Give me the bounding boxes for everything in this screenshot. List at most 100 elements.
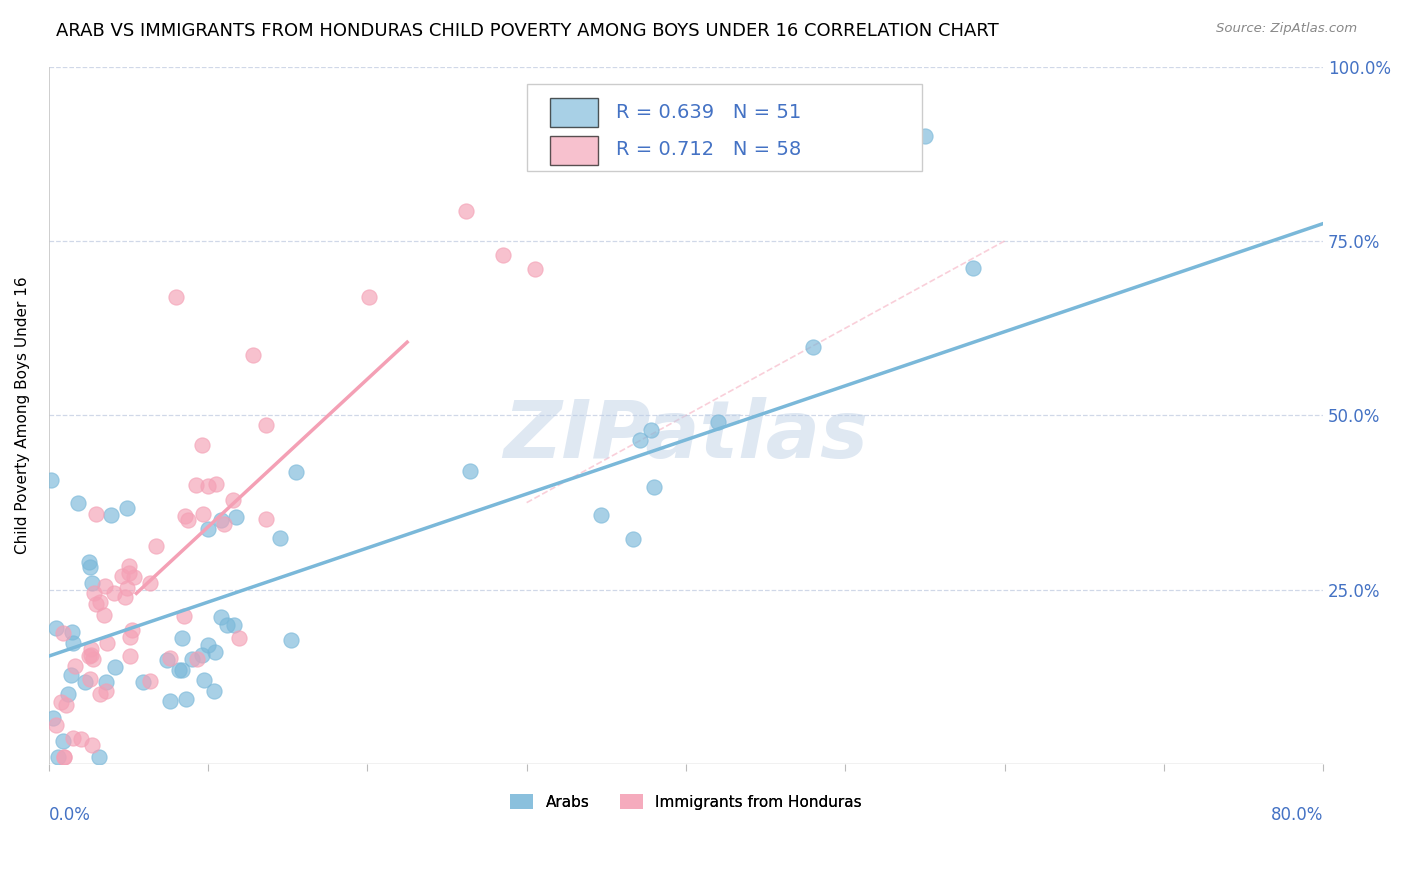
- Point: [167, 663, 190, 677]
- Point: [174, 692, 197, 706]
- Point: [174, 509, 197, 524]
- Point: [67, 496, 90, 510]
- Point: [114, 591, 136, 605]
- Point: [103, 585, 125, 599]
- Point: [131, 675, 153, 690]
- Point: [87, 750, 110, 764]
- Point: [80, 576, 103, 591]
- Text: R = 0.639   N = 51: R = 0.639 N = 51: [616, 103, 801, 121]
- Point: [643, 480, 665, 494]
- Point: [118, 630, 141, 644]
- Point: [117, 566, 139, 581]
- Point: [45, 718, 67, 732]
- Point: [359, 289, 381, 303]
- Point: [100, 508, 122, 522]
- Point: [70, 731, 93, 746]
- Point: [914, 129, 936, 144]
- Point: [115, 581, 138, 595]
- Point: [173, 608, 195, 623]
- Point: [122, 570, 145, 584]
- Point: [118, 649, 141, 664]
- Point: [458, 465, 481, 479]
- Point: [621, 532, 644, 546]
- Point: [94, 675, 117, 690]
- Point: [209, 513, 232, 527]
- Point: [111, 569, 134, 583]
- Point: [49, 694, 72, 708]
- Point: [62, 636, 84, 650]
- Point: [89, 595, 111, 609]
- Point: [55, 698, 77, 712]
- Point: [170, 664, 193, 678]
- Point: [94, 684, 117, 698]
- Point: [75, 675, 97, 690]
- Point: [962, 260, 984, 275]
- Point: [121, 623, 143, 637]
- Point: [628, 433, 651, 447]
- Legend: Arabs, Immigrants from Honduras: Arabs, Immigrants from Honduras: [505, 788, 868, 816]
- Point: [39, 473, 62, 487]
- FancyBboxPatch shape: [550, 98, 598, 128]
- Point: [205, 477, 228, 491]
- Point: [155, 653, 177, 667]
- Point: [159, 694, 181, 708]
- Point: [269, 531, 291, 545]
- Point: [62, 731, 84, 745]
- Text: 0.0%: 0.0%: [49, 806, 90, 824]
- Point: [221, 492, 243, 507]
- Point: [96, 636, 118, 650]
- Point: [591, 508, 613, 522]
- Text: Source: ZipAtlas.com: Source: ZipAtlas.com: [1216, 22, 1357, 36]
- Point: [93, 607, 115, 622]
- Point: [60, 625, 83, 640]
- Point: [454, 203, 477, 218]
- Point: [138, 576, 160, 591]
- Point: [45, 621, 67, 635]
- Point: [80, 642, 103, 657]
- Point: [82, 652, 104, 666]
- Point: [225, 510, 247, 524]
- Point: [217, 617, 239, 632]
- Point: [202, 684, 225, 698]
- Point: [84, 507, 107, 521]
- Point: [186, 652, 208, 666]
- Point: [104, 660, 127, 674]
- Point: [77, 648, 100, 663]
- Point: [191, 438, 214, 452]
- Point: [191, 648, 214, 663]
- Point: [52, 734, 75, 748]
- FancyBboxPatch shape: [550, 136, 598, 165]
- Point: [115, 500, 138, 515]
- Point: [52, 625, 75, 640]
- Point: [284, 465, 307, 479]
- Point: [640, 423, 662, 437]
- Point: [59, 667, 82, 681]
- Point: [172, 631, 194, 645]
- Point: [79, 673, 101, 687]
- Point: [254, 512, 277, 526]
- Point: [63, 659, 86, 673]
- Point: [84, 597, 107, 611]
- Point: [184, 477, 207, 491]
- FancyBboxPatch shape: [527, 84, 922, 171]
- Point: [254, 417, 277, 432]
- Point: [138, 673, 160, 688]
- Point: [242, 348, 264, 362]
- Point: [523, 261, 546, 276]
- Point: [145, 539, 167, 553]
- Point: [56, 687, 79, 701]
- Point: [197, 478, 219, 492]
- Point: [212, 516, 235, 531]
- Text: 80.0%: 80.0%: [1271, 806, 1323, 824]
- Text: ZIPatlas: ZIPatlas: [503, 397, 869, 475]
- Point: [53, 750, 76, 764]
- Point: [222, 618, 245, 632]
- Point: [707, 415, 730, 429]
- Point: [89, 687, 111, 701]
- Point: [52, 750, 75, 764]
- Text: R = 0.712   N = 58: R = 0.712 N = 58: [616, 140, 801, 160]
- Point: [209, 610, 232, 624]
- Point: [197, 638, 219, 652]
- Point: [77, 555, 100, 569]
- Point: [193, 673, 215, 687]
